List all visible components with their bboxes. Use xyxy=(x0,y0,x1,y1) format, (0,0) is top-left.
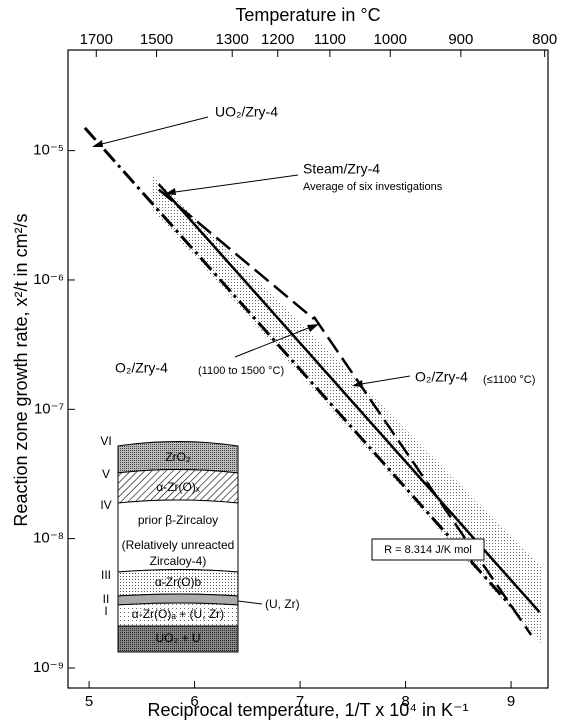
arrow-head xyxy=(307,324,319,332)
top-tick-label: 1200 xyxy=(261,31,294,48)
y-tick-label: 10⁻⁵ xyxy=(33,142,64,159)
x-axis-label: Reciprocal temperature, 1/T x 10⁴ in K⁻¹ xyxy=(147,700,468,720)
plot-frame xyxy=(67,49,549,689)
arrow xyxy=(354,375,411,386)
top-tick-label: 1000 xyxy=(374,31,407,48)
x-tick-label: 9 xyxy=(507,693,515,710)
layer-label: Zircaloy-4) xyxy=(150,554,207,568)
arrow xyxy=(93,116,209,147)
annotation: Steam/Zry-4 xyxy=(303,161,380,177)
x-tick-label: 8 xyxy=(401,693,409,710)
y-tick-label: 10⁻⁶ xyxy=(33,271,64,288)
layer-label: α-Zr(O)ₓ xyxy=(156,480,200,494)
line xyxy=(157,188,315,320)
x-tick-label: 6 xyxy=(190,693,198,710)
line xyxy=(312,315,533,636)
layer-label: (Relatively unreacted xyxy=(122,538,235,552)
layer xyxy=(117,625,239,653)
top-axis-title: Temperature in °C xyxy=(235,5,380,25)
annotation: (1100 to 1500 °C) xyxy=(198,365,284,377)
top-tick-label: 800 xyxy=(532,31,557,48)
annotation: R = 8.314 J/K mol xyxy=(384,544,472,556)
y-tick-label: 10⁻⁷ xyxy=(34,400,64,417)
top-tick-label: 1100 xyxy=(314,31,346,48)
layer-label: prior β-Zircaloy xyxy=(138,513,218,527)
top-tick-label: 1700 xyxy=(80,31,113,48)
boundary-label: IV xyxy=(100,498,111,512)
arrow xyxy=(167,174,299,194)
arrow xyxy=(234,324,317,358)
top-tick-label: 900 xyxy=(448,31,473,48)
layer-label: ZrO₂ xyxy=(165,450,191,464)
inset: ZrO₂ α-Zr(O)ₓ prior β-Zircaloy (Relative… xyxy=(100,434,300,653)
annotation: O₂/Zry-4 xyxy=(115,360,168,376)
annotation-box xyxy=(371,538,485,561)
interlayer-label: (U, Zr) xyxy=(265,597,300,611)
x-tick-label: 7 xyxy=(296,693,304,710)
top-tick-label: 1300 xyxy=(216,31,249,48)
annotation: Average of six investigations xyxy=(303,181,443,193)
layer-label: α-Zr(O)b xyxy=(155,575,202,589)
boundary-label: VI xyxy=(100,434,111,448)
y-tick-label: 10⁻⁸ xyxy=(33,530,64,547)
layer-label: UO₂ + U xyxy=(156,631,201,645)
boundary-label: III xyxy=(101,568,111,582)
scatter-band xyxy=(152,174,543,646)
y-tick-label: 10⁻⁹ xyxy=(33,659,64,676)
boundary-label: I xyxy=(104,604,107,618)
annotation: O₂/Zry-4 xyxy=(415,369,468,385)
boundary-label: V xyxy=(102,467,110,481)
arrow-head xyxy=(165,188,176,195)
layer xyxy=(117,602,239,627)
leader-line xyxy=(237,600,263,605)
arrow-head xyxy=(352,380,363,387)
x-tick-label: 5 xyxy=(85,693,93,710)
boundary-label: II xyxy=(103,592,110,606)
layer-label: α-Zr(O)ₐ + (U, Zr) xyxy=(132,607,224,621)
arrow-head xyxy=(92,140,103,147)
top-tick-label: 1500 xyxy=(140,31,173,48)
annotation: (≤1100 °C) xyxy=(483,374,535,386)
line xyxy=(83,126,513,608)
y-axis-label: Reaction zone growth rate, x²/t in cm²/s xyxy=(11,213,31,526)
annotation: UO₂/Zry-4 xyxy=(215,104,278,120)
annotations: UO₂/Zry-4 Steam/Zry-4 Average of six inv… xyxy=(92,104,535,561)
